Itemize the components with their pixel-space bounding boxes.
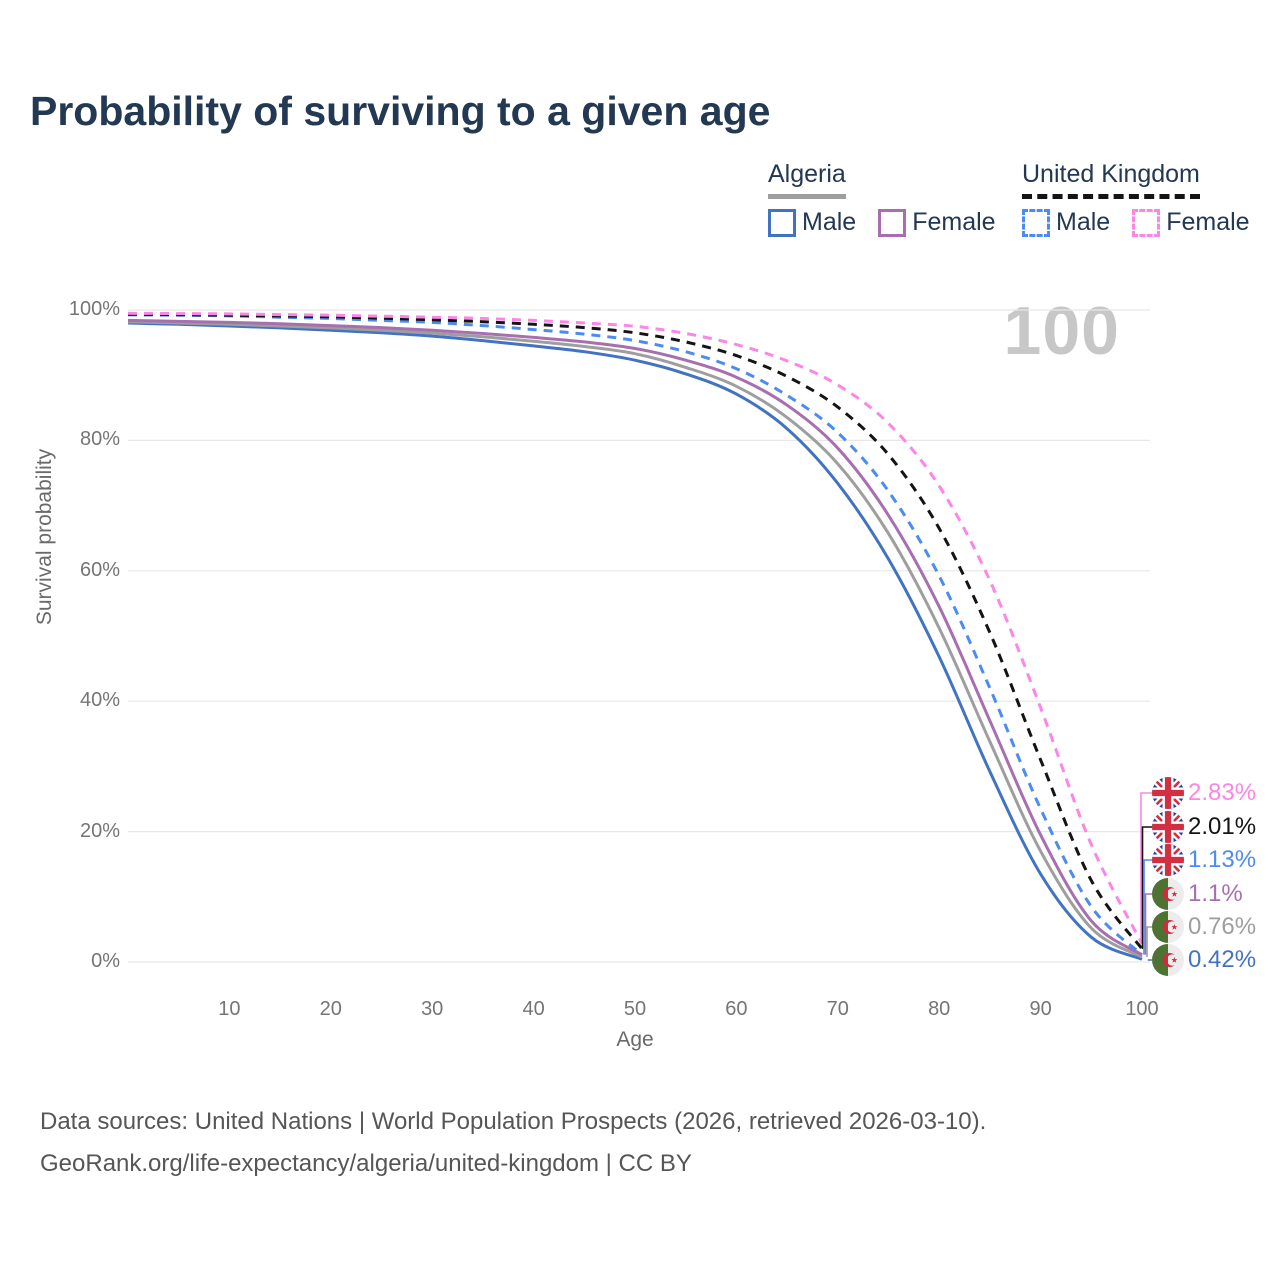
x-tick-label: 40 <box>522 998 545 1020</box>
legend-swatch-algeria-female-icon <box>878 208 907 237</box>
legend-group-title-algeria: Algeria <box>768 160 846 199</box>
survival-curve-uk-both[interactable] <box>127 312 1144 950</box>
y-tick-label: 100% <box>68 298 120 320</box>
uk-flag-icon <box>1152 844 1184 876</box>
end-label-connector <box>1143 859 1152 955</box>
legend-group-title-uk: United Kingdom <box>1022 160 1200 199</box>
algeria-flag-icon <box>1152 878 1184 910</box>
x-tick-label: 10 <box>218 998 241 1020</box>
end-label-connector <box>1140 792 1152 944</box>
survival-curve-dz-both[interactable] <box>127 320 1143 959</box>
y-tick-label: 80% <box>79 428 120 451</box>
survival-curve-uk-female[interactable] <box>127 311 1144 945</box>
y-tick-label: 20% <box>79 819 120 842</box>
legend-item-algeria-female[interactable]: Female <box>878 208 996 237</box>
legend-label-algeria-male: Male <box>802 208 857 236</box>
end-value-label: 0.42% <box>1188 946 1257 973</box>
x-tick-label: 80 <box>928 998 951 1020</box>
survival-curve-uk-male[interactable] <box>127 313 1144 956</box>
legend-swatch-algeria-male-icon <box>768 208 796 237</box>
x-tick-label: 70 <box>826 998 849 1020</box>
x-tick-label: 100 <box>1125 998 1159 1020</box>
end-label-connector <box>1146 926 1152 957</box>
algeria-flag-icon <box>1152 911 1184 943</box>
page-title: Probability of surviving to a given age <box>30 88 771 134</box>
y-axis-title: Survival probability <box>33 448 56 626</box>
y-tick-label: 60% <box>79 558 120 581</box>
x-axis-title: Age <box>616 1028 654 1051</box>
age-watermark: 100 <box>1003 293 1120 369</box>
end-label-connector <box>1144 893 1152 955</box>
legend-label-algeria-female: Female <box>912 208 996 236</box>
end-value-label: 1.13% <box>1188 846 1257 873</box>
algeria-flag-icon <box>1152 944 1184 976</box>
x-tick-label: 20 <box>319 998 342 1020</box>
legend-label-uk-female: Female <box>1166 208 1250 236</box>
legend-item-algeria-male[interactable]: Male <box>768 208 856 237</box>
legend-swatch-uk-male-icon <box>1022 208 1050 237</box>
end-value-label: 2.01% <box>1188 813 1257 840</box>
y-tick-label: 40% <box>79 689 120 712</box>
end-value-label: 1.1% <box>1188 880 1243 907</box>
survival-curve-dz-male[interactable] <box>127 321 1143 961</box>
footer-data-sources: Data sources: United Nations | World Pop… <box>40 1108 987 1135</box>
x-tick-label: 60 <box>725 998 748 1020</box>
end-label-connector <box>1141 826 1152 949</box>
legend-label-uk-male: Male <box>1056 208 1111 236</box>
end-value-label: 2.83% <box>1188 779 1257 806</box>
uk-flag-icon <box>1152 777 1184 809</box>
survival-curve-dz-female[interactable] <box>127 318 1143 957</box>
footer-attribution: GeoRank.org/life-expectancy/algeria/unit… <box>40 1150 692 1177</box>
y-tick-label: 0% <box>91 950 120 972</box>
x-tick-label: 50 <box>623 998 647 1020</box>
legend-swatch-uk-female-icon <box>1132 208 1161 237</box>
uk-flag-icon <box>1152 811 1184 843</box>
legend-item-uk-female[interactable]: Female <box>1132 208 1250 237</box>
x-tick-label: 30 <box>421 998 444 1020</box>
legend-group-uk: United Kingdom Male Female <box>1022 160 1250 237</box>
legend-group-algeria: Algeria Male Female <box>768 160 996 237</box>
x-tick-label: 90 <box>1029 998 1052 1020</box>
legend-item-uk-male[interactable]: Male <box>1022 208 1110 237</box>
end-label-connector <box>1147 959 1152 961</box>
end-value-label: 0.76% <box>1188 913 1257 940</box>
